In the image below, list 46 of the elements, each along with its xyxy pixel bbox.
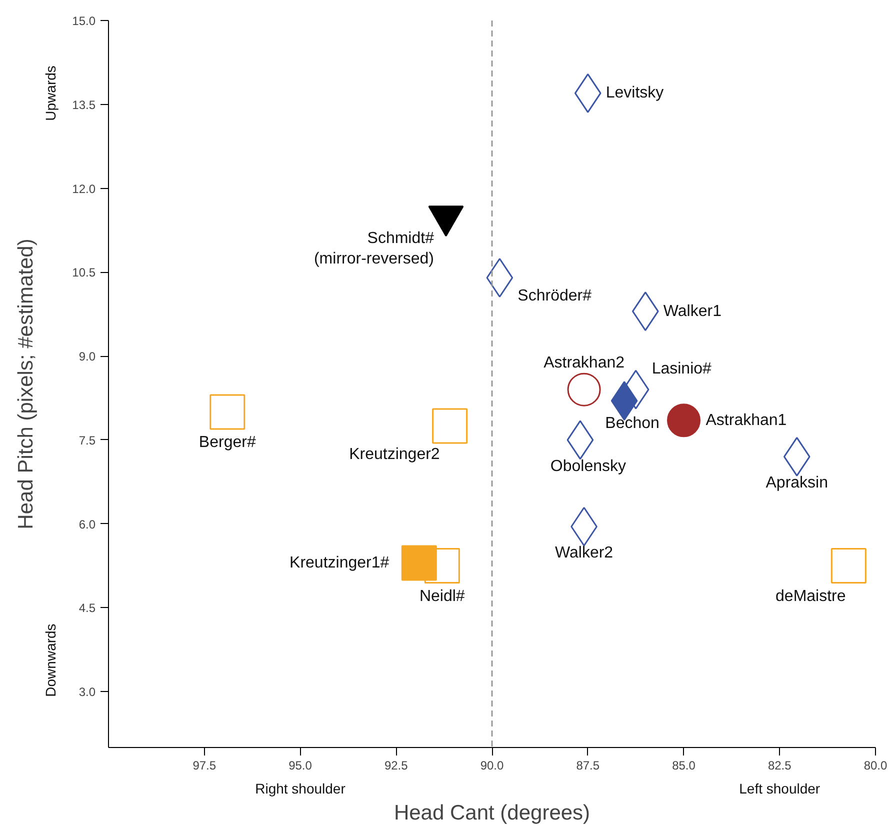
series-label: Schmidt# (mirror-reversed) xyxy=(314,230,434,268)
series-label: Berger# xyxy=(198,434,256,451)
point xyxy=(567,372,601,406)
y-axis-title: Head Pitch (pixels; #estimated) xyxy=(14,238,38,530)
text: Upwards xyxy=(42,66,58,121)
series-label: Astrakhan1 xyxy=(706,412,787,429)
series-label: Levitsky xyxy=(606,84,664,102)
x-tick-label: 87.5 xyxy=(576,758,600,772)
y-tick-label: 9.0 xyxy=(78,350,96,364)
series-label: deMaistre xyxy=(776,588,846,605)
y-tick-label: 7.5 xyxy=(78,433,96,448)
point xyxy=(210,394,246,430)
point xyxy=(401,545,437,581)
point xyxy=(667,404,700,438)
series-label: Astrakhan2 xyxy=(544,354,625,372)
series-label: Walker1 xyxy=(663,302,722,320)
y-tick-label: 4.5 xyxy=(78,601,96,616)
series-label: Neidl# xyxy=(419,588,465,605)
x-tick-label: 97.5 xyxy=(192,758,216,772)
series-label: Schröder# xyxy=(518,288,592,305)
x-axis-title: Head Cant (degrees) xyxy=(394,802,590,824)
point xyxy=(830,548,866,584)
x-tick-label: 82.5 xyxy=(768,758,792,772)
y-tick-label: 13.5 xyxy=(72,98,96,112)
y-tick-label: 10.5 xyxy=(72,266,96,280)
series-label: Bechon xyxy=(605,414,660,432)
point xyxy=(432,408,468,444)
x-tick-label: 85.0 xyxy=(672,758,696,772)
point xyxy=(424,548,460,584)
x-tick-label: 95.0 xyxy=(288,758,312,772)
text: Downwards xyxy=(42,624,58,697)
series-label: Walker2 xyxy=(554,544,614,562)
series-label: Apraksin xyxy=(766,474,828,492)
text: Left shoulder xyxy=(739,780,820,796)
x-tick-label: 90.0 xyxy=(480,758,504,772)
x-tick-label: 92.5 xyxy=(384,758,408,772)
series-label: Kreutzinger2 xyxy=(349,446,440,463)
y-tick-label: 12.0 xyxy=(72,182,96,196)
y-tick-label: 3.0 xyxy=(78,685,96,700)
text: Right shoulder xyxy=(255,780,346,796)
series-label: Obolensky xyxy=(550,458,626,475)
y-tick-label: 15.0 xyxy=(72,14,96,28)
series-label: Kreutzinger1# xyxy=(290,554,390,572)
y-tick-label: 6.0 xyxy=(78,517,96,532)
series-label: Lasinio# xyxy=(652,360,712,378)
x-tick-label: 80.0 xyxy=(864,758,888,772)
